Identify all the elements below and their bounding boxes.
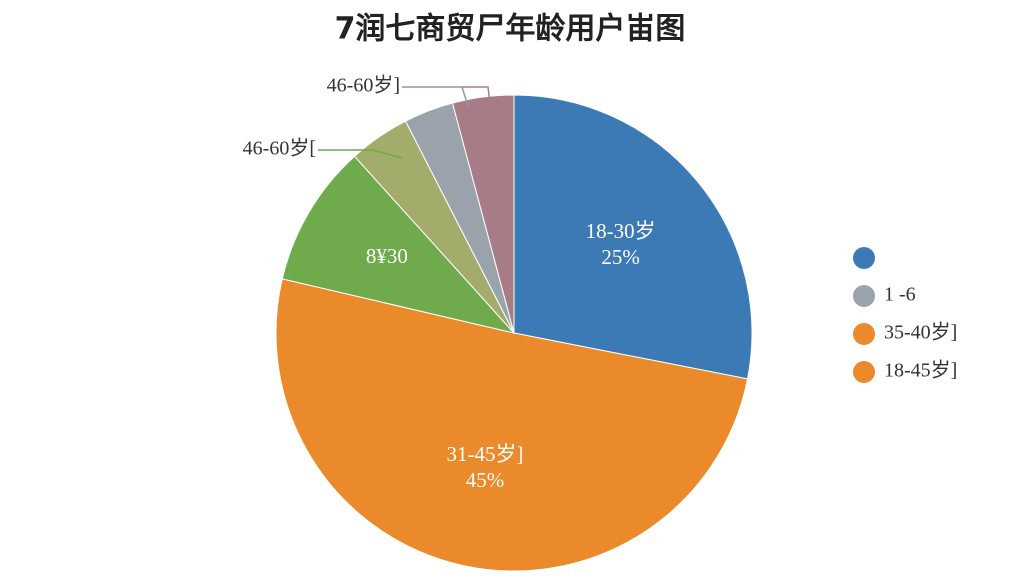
legend-swatch — [853, 323, 875, 345]
pie-slice — [281, 155, 516, 334]
value-label: 25% — [601, 245, 640, 269]
legend-swatch — [853, 361, 875, 383]
slice-label: 8¥30 — [366, 244, 408, 268]
chart-title: 7润七商贸尸年龄用户峀图 — [335, 12, 686, 47]
callout-line — [318, 149, 403, 159]
legend-swatch — [853, 247, 875, 269]
legend-label: 1 -6 — [884, 284, 916, 306]
value-label: 45% — [466, 468, 505, 492]
legend-label: 35-40岁] — [884, 321, 957, 344]
annotation: 46-60岁[ — [243, 137, 316, 160]
pie-slice — [451, 94, 515, 334]
legend-swatch — [853, 285, 875, 307]
pie-slice — [275, 278, 749, 572]
annotation: 46-60岁] — [327, 74, 400, 97]
pie-slice — [513, 94, 753, 380]
pie — [275, 94, 753, 572]
slice-label: 31-45岁] — [446, 442, 523, 466]
legend-label: 18-45岁] — [884, 359, 957, 382]
callout-line — [462, 86, 493, 121]
slice-label: 18-30岁 — [586, 219, 656, 243]
